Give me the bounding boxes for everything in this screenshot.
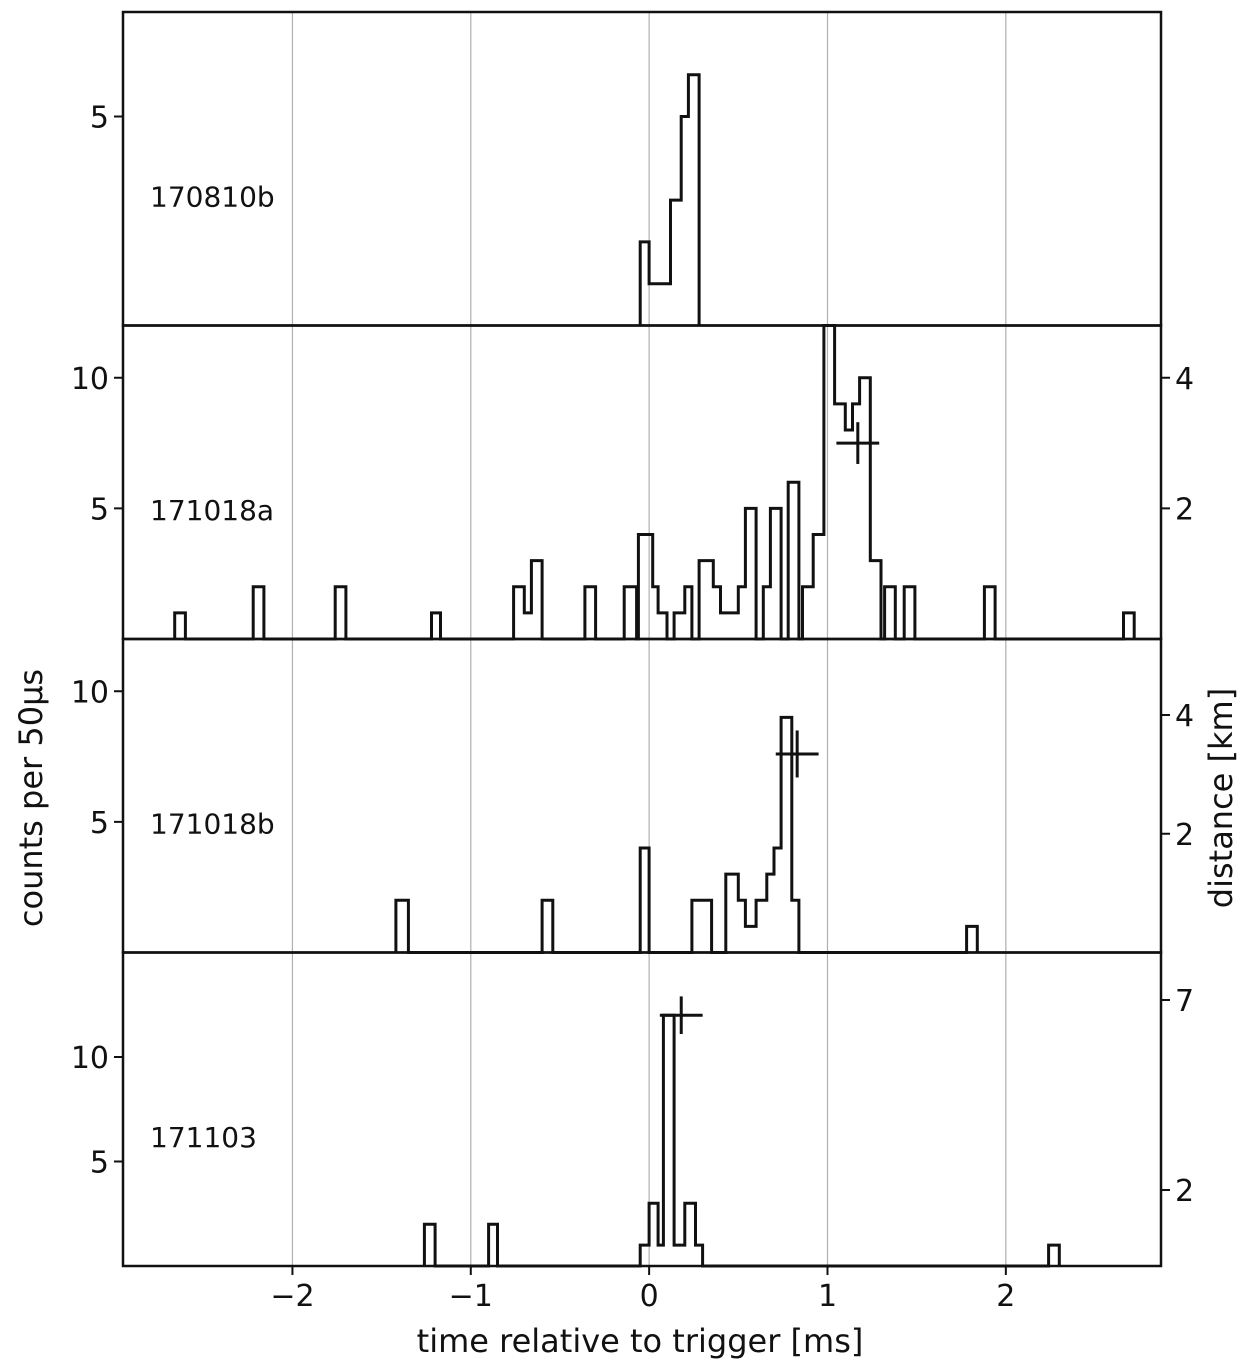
panel-label: 171018a (150, 494, 274, 527)
x-tick-label: −2 (270, 1279, 314, 1314)
y2-tick-label: 2 (1175, 1174, 1194, 1209)
x-tick-label: −1 (449, 1279, 493, 1314)
x-tick-label: 2 (996, 1279, 1015, 1314)
histogram-trace-171018a (173, 324, 1136, 641)
y-tick-label: 5 (90, 1146, 109, 1181)
panel-label: 171018b (150, 807, 275, 840)
y-tick-label: 10 (71, 675, 109, 710)
y2-tick-label: 7 (1175, 984, 1194, 1019)
y2-tick-label: 2 (1175, 492, 1194, 527)
y-tick-label: 5 (90, 806, 109, 841)
labels: 5170810b51024171018a51024171018b51027171… (71, 101, 1194, 1315)
y2-tick-label: 2 (1175, 818, 1194, 853)
histogram-trace-171018b (394, 715, 979, 954)
x-axis-title: time relative to trigger [ms] (417, 1322, 864, 1360)
y2-tick-label: 4 (1175, 699, 1194, 734)
y-tick-label: 10 (71, 1041, 109, 1076)
panel-label: 170810b (150, 180, 275, 213)
histogram-trace-170810b (638, 73, 701, 326)
panel-label: 171103 (150, 1121, 257, 1154)
y2-axis-title: distance [km] (1202, 688, 1240, 908)
panel-frame (121, 951, 1163, 1268)
panel-frames (114, 10, 1170, 1275)
x-tick-label: 0 (640, 1279, 659, 1314)
histogram-trace-171103 (422, 1013, 1061, 1268)
y-axis-title: counts per 50μs (12, 669, 50, 927)
y-tick-label: 10 (71, 362, 109, 397)
y2-tick-label: 4 (1175, 362, 1194, 397)
x-tick-label: 1 (818, 1279, 837, 1314)
y-tick-label: 5 (90, 492, 109, 527)
histogram-traces (173, 73, 1136, 1268)
error-markers (659, 422, 880, 1035)
y-tick-label: 5 (90, 101, 109, 136)
